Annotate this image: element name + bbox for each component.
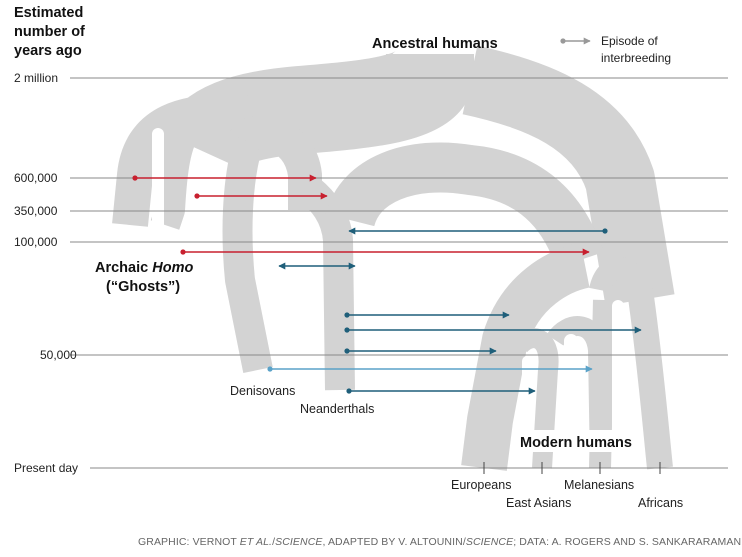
label-modern-humans: Modern humans [520,435,632,451]
branch-modern-connect [325,142,604,269]
modern-label-backdrop [515,430,631,452]
arrow-modern-to-neanderthals [348,227,608,235]
arrow-archaic-to-africans [180,248,590,256]
arrow-archaic-to-denisovans [132,174,317,182]
interbreeding-arrows [132,174,642,395]
arrow-neanderthals-to-east-asians [346,387,536,395]
legend: Episode of interbreeding [560,34,671,65]
axis-header-line-2: number of [14,24,85,40]
graphic-credit: GRAPHIC: VERNOT ET AL./SCIENCE, ADAPTED … [138,536,741,548]
label-neanderthals: Neanderthals [300,402,374,416]
label-melanesians: Melanesians [564,478,634,492]
branch-east-asians [512,328,559,469]
arrow-neanderthals-to-africans [344,326,642,334]
tick-label-present-day: Present day [14,461,78,475]
branch-neand-denis-common [228,115,322,210]
legend-text-line-1: Episode of [601,34,658,48]
branch-archaic-outer [112,94,263,227]
tree-branches [112,28,675,471]
gridlines [70,77,728,469]
tick-label-2-million: 2 million [14,71,58,85]
arrow-neanderthals-to-europeans-1 [344,311,510,319]
arrow-denisovans-to-melanesians [267,365,593,373]
tick-label-50000: 50,000 [40,348,77,362]
arrow-neanderthals-to-europeans-2 [344,347,497,355]
label-ancestral-humans: Ancestral humans [372,36,498,52]
axis-header-line-3: years ago [14,43,82,59]
label-europeans: Europeans [451,478,511,492]
branch-denisovans [222,151,273,373]
axis-header-line-1: Estimated [14,5,83,21]
branch-modern-mel [546,316,610,469]
label-archaic-prefix: Archaic [95,260,152,276]
tick-label-350000: 350,000 [14,204,58,218]
branch-neanderthals [300,178,355,391]
label-archaic-italic: Homo [152,260,193,276]
tick-label-600000: 600,000 [14,171,58,185]
label-ghosts: (“Ghosts”) [106,279,180,295]
label-archaic-homo: Archaic Homo [95,260,193,276]
population-leaders [483,462,661,474]
branch-ancestral-right [462,45,675,306]
branch-modern-stem [461,242,591,471]
label-east-asians: East Asians [506,496,571,510]
legend-text-line-2: interbreeding [601,51,671,65]
arrow-archaic-to-neanderthals [194,192,328,200]
branch-africans [627,288,673,470]
label-denisovans: Denisovans [230,384,295,398]
label-africans: Africans [638,496,683,510]
branch-archaic-inner [150,114,202,230]
legend-arrow-icon [560,37,591,45]
tick-label-100000: 100,000 [14,235,58,249]
